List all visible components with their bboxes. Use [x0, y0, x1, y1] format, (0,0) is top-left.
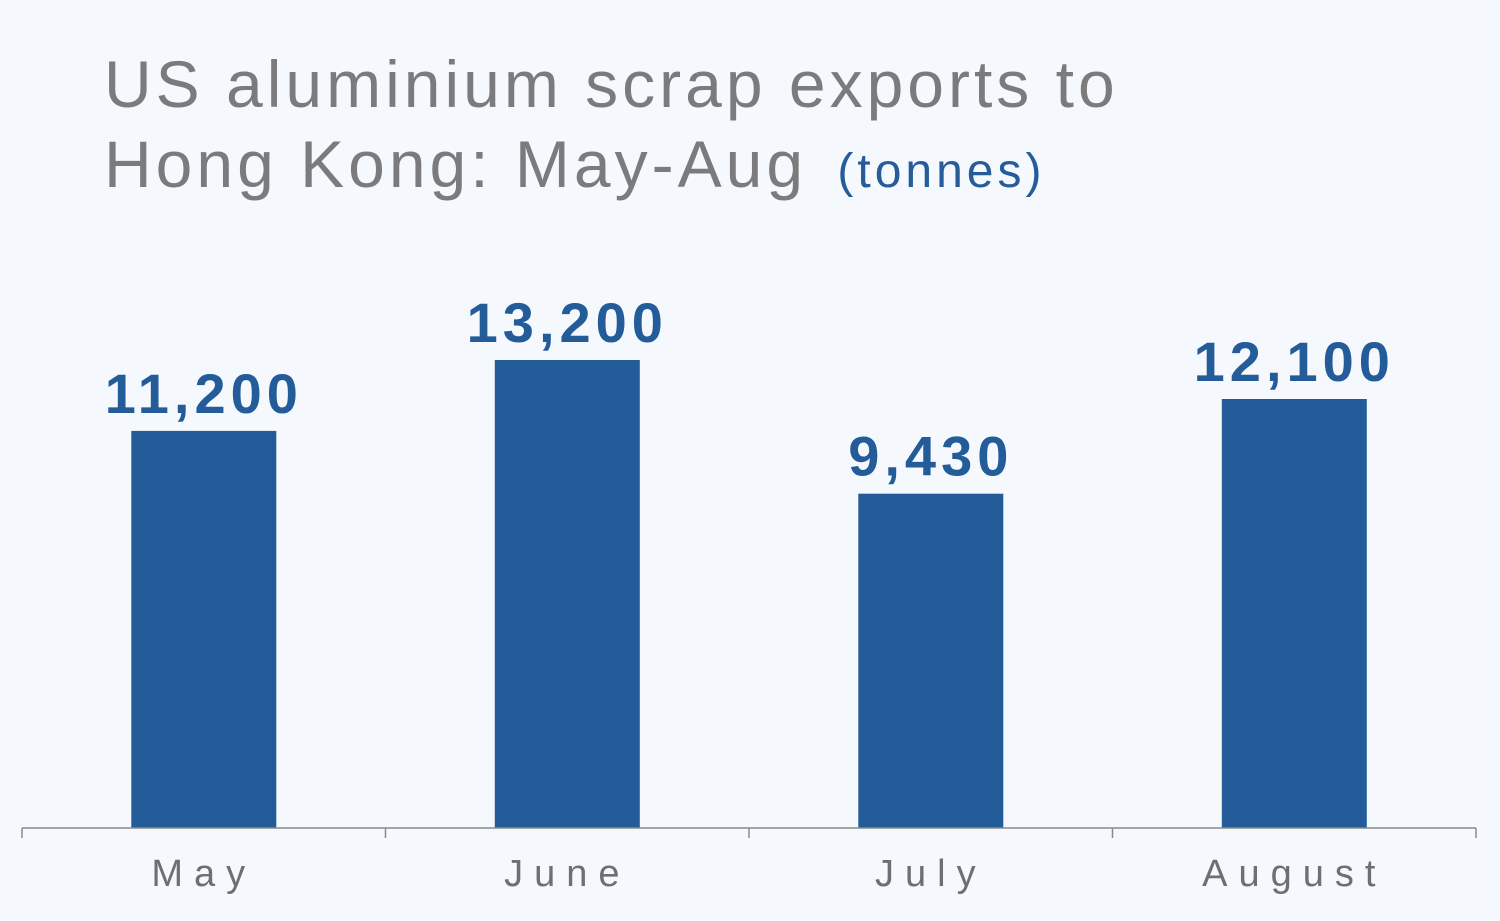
chart-title-line1: US aluminium scrap exports to: [104, 47, 1119, 121]
bar-june: [494, 360, 640, 828]
category-label-june: June: [504, 853, 630, 895]
category-label-july: July: [875, 853, 987, 895]
bars-layer: [131, 360, 1367, 828]
value-label-june: 13,200: [467, 291, 668, 354]
value-label-may: 11,200: [105, 362, 303, 425]
x-axis: May June July August: [21, 827, 1477, 895]
bar-may: [131, 430, 277, 828]
chart-title-unit: (tonnes): [837, 145, 1046, 198]
category-label-august: August: [1202, 853, 1386, 895]
value-labels-layer: 11,200 13,200 9,430 12,100: [105, 291, 1395, 488]
chart-title-line2: Hong Kong: May-Aug: [104, 127, 808, 201]
value-label-july: 9,430: [848, 425, 1013, 488]
bar-july: [858, 493, 1004, 828]
value-label-august: 12,100: [1194, 330, 1395, 393]
bar-august: [1221, 399, 1367, 828]
category-label-may: May: [151, 853, 256, 895]
chart-title: US aluminium scrap exports to Hong Kong: …: [104, 44, 1404, 212]
